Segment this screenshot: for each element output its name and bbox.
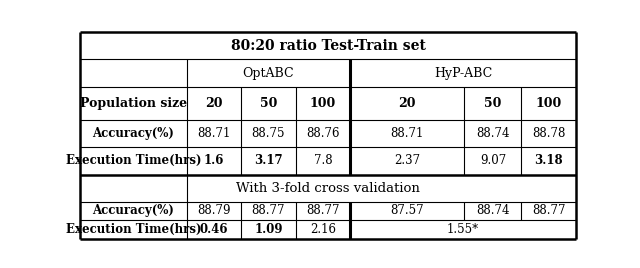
Text: 20: 20	[399, 97, 416, 110]
Text: 88.79: 88.79	[197, 204, 230, 217]
Text: 20: 20	[205, 97, 223, 110]
Text: Execution Time(hrs): Execution Time(hrs)	[65, 154, 201, 168]
Text: 50: 50	[260, 97, 277, 110]
Text: OptABC: OptABC	[243, 66, 294, 80]
Text: 80:20 ratio Test-Train set: 80:20 ratio Test-Train set	[230, 39, 426, 53]
Text: 88.75: 88.75	[252, 127, 285, 140]
Text: 2.37: 2.37	[394, 154, 420, 168]
Text: 0.46: 0.46	[200, 223, 228, 236]
Text: 100: 100	[310, 97, 336, 110]
Text: 88.71: 88.71	[390, 127, 424, 140]
Text: 88.74: 88.74	[476, 204, 509, 217]
Text: Accuracy(%): Accuracy(%)	[92, 204, 174, 217]
Text: 88.77: 88.77	[252, 204, 285, 217]
Text: HyP-ABC: HyP-ABC	[434, 66, 492, 80]
Text: 88.74: 88.74	[476, 127, 509, 140]
Text: 3.18: 3.18	[534, 154, 563, 168]
Text: 9.07: 9.07	[480, 154, 506, 168]
Text: 88.77: 88.77	[532, 204, 566, 217]
Text: Execution Time(hrs): Execution Time(hrs)	[65, 223, 201, 236]
Text: 88.71: 88.71	[197, 127, 230, 140]
Text: 1.55*: 1.55*	[447, 223, 479, 236]
Text: 50: 50	[484, 97, 502, 110]
Text: Accuracy(%): Accuracy(%)	[92, 127, 174, 140]
Text: 100: 100	[536, 97, 562, 110]
Text: 88.76: 88.76	[307, 127, 340, 140]
Text: 7.8: 7.8	[314, 154, 332, 168]
Text: 1.09: 1.09	[254, 223, 283, 236]
Text: 3.17: 3.17	[254, 154, 283, 168]
Text: 2.16: 2.16	[310, 223, 336, 236]
Text: 87.57: 87.57	[390, 204, 424, 217]
Text: With 3-fold cross validation: With 3-fold cross validation	[236, 182, 420, 195]
Text: 88.77: 88.77	[307, 204, 340, 217]
Text: 88.78: 88.78	[532, 127, 565, 140]
Text: 1.6: 1.6	[204, 154, 224, 168]
Text: Population size: Population size	[80, 97, 187, 110]
